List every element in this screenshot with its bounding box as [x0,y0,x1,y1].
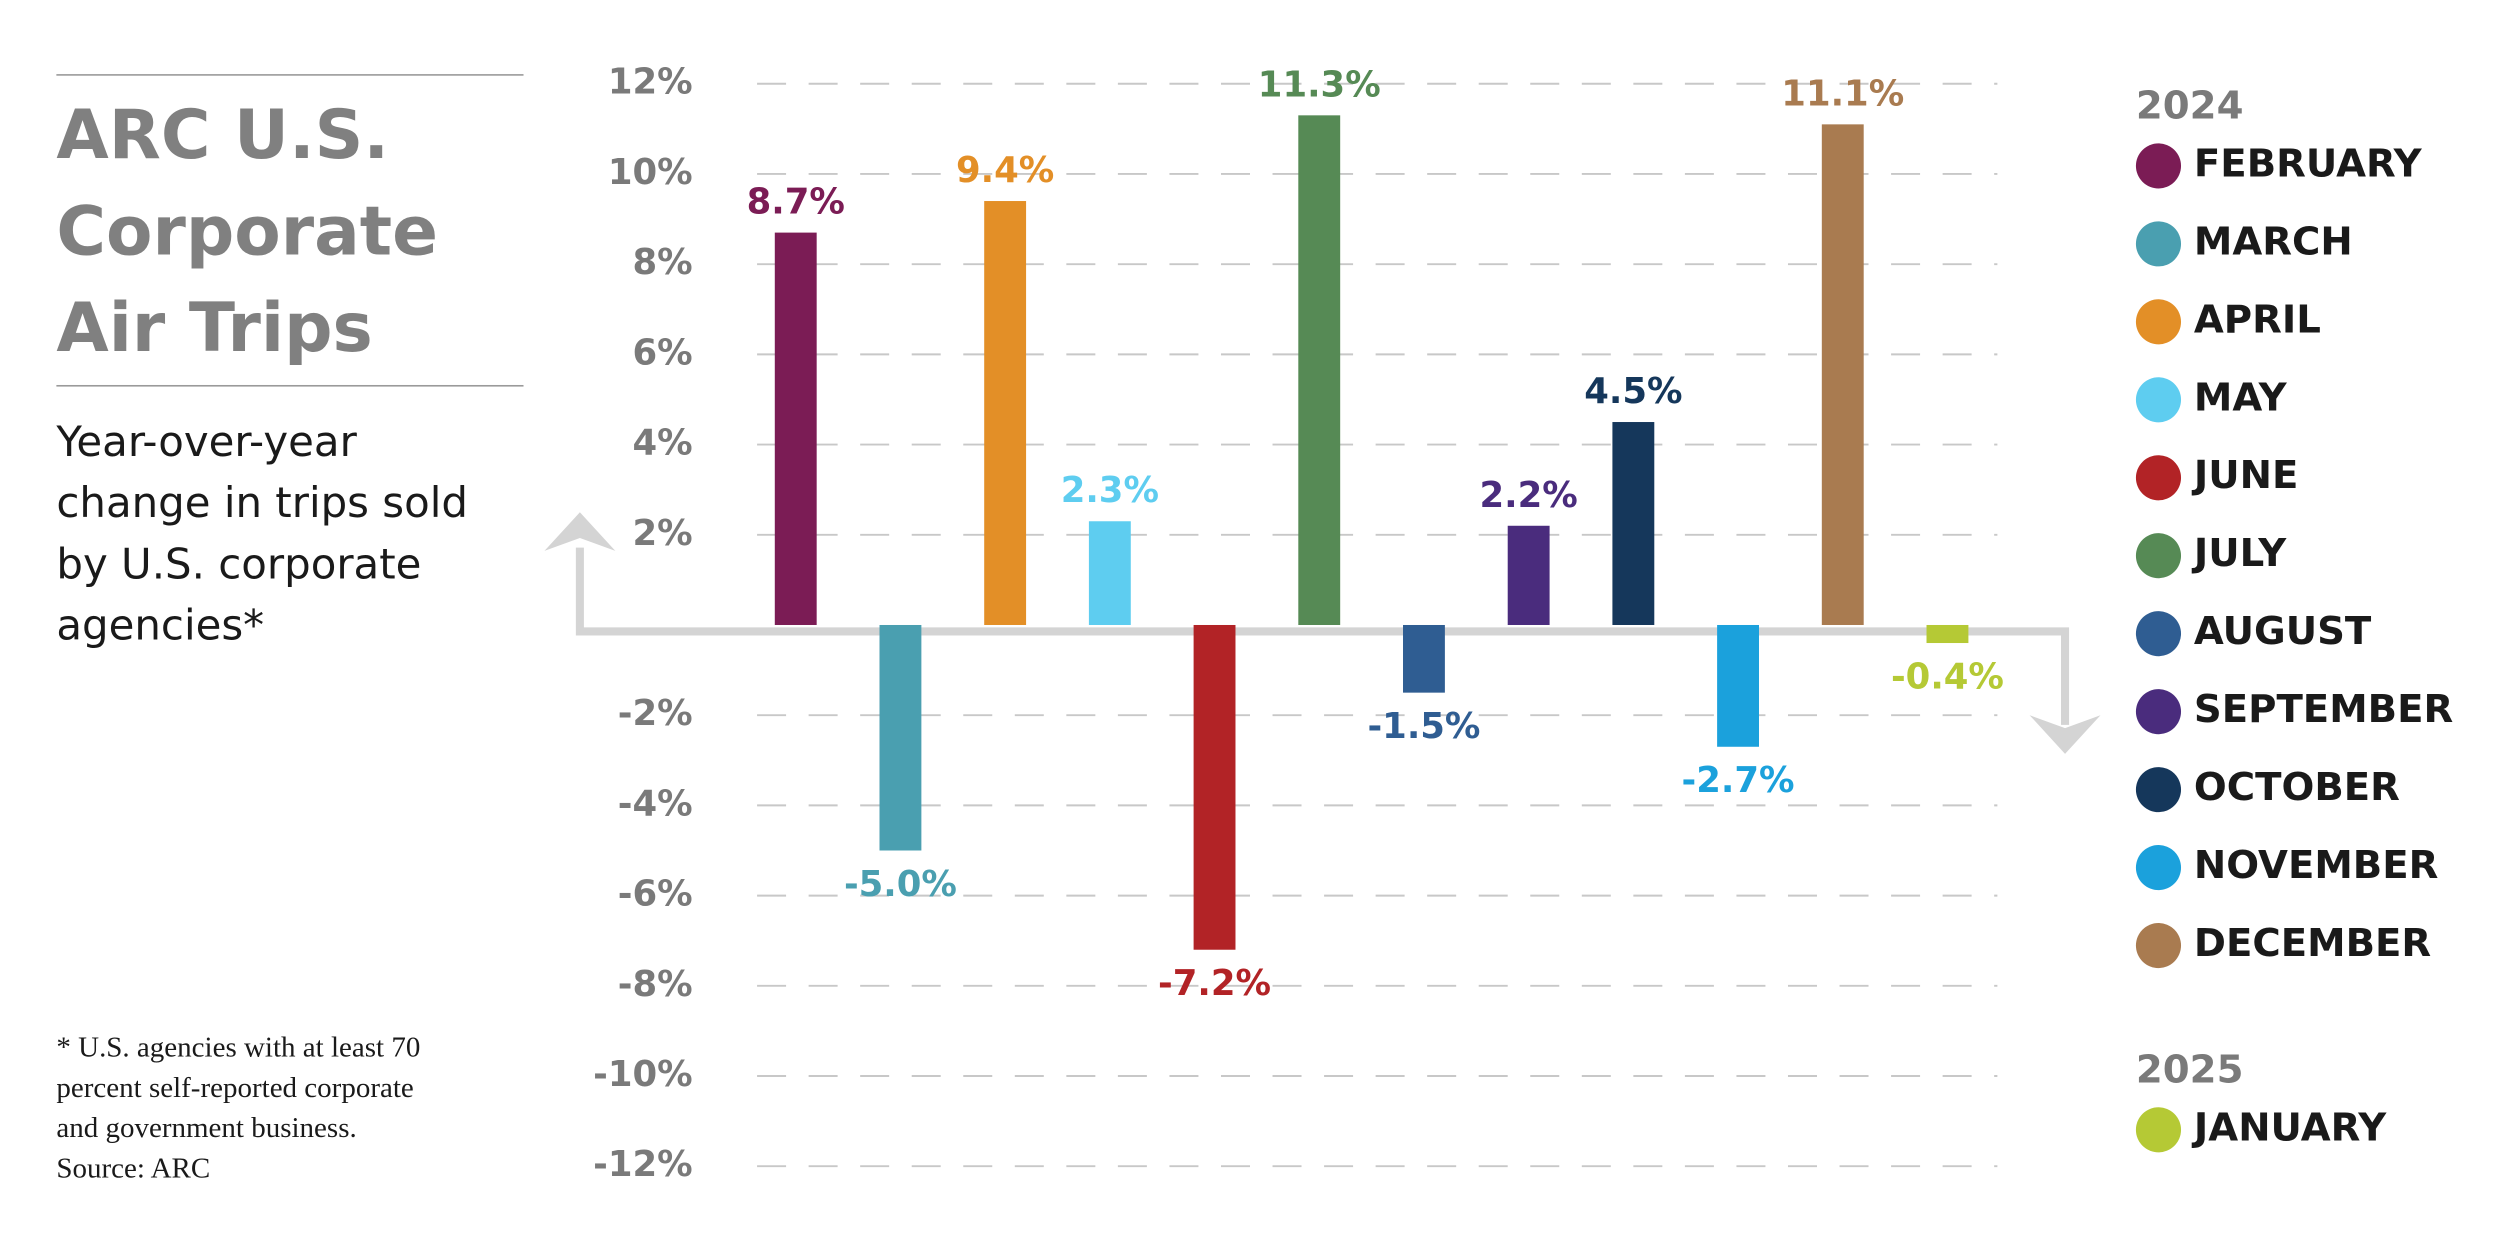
legend-label: SEPTEMBER [2194,687,2453,732]
bar [1507,525,1550,625]
chart-title: ARC U.S. Corporate Air Trips [56,95,439,368]
legend-label: MAY [2194,375,2288,420]
arrow-head [544,512,616,551]
value-label: 2.3% [1061,470,1159,511]
legend-swatch [2135,377,2182,423]
legend-label: OCTOBER [2194,765,2400,810]
chart-subtitle: Year-over-year change in trips sold by U… [56,418,468,651]
legend-label: JUNE [2191,453,2299,498]
y-tick-label: -10% [593,1054,693,1095]
legend-swatch [2135,299,2182,345]
legend-swatch [2135,689,2182,735]
bar [879,624,922,851]
legend-label: AUGUST [2194,609,2372,654]
rule [56,74,524,76]
legend-swatch [2135,533,2182,579]
value-label: -0.4% [1891,656,2004,697]
value-label: 8.7% [747,182,845,223]
bar [1717,624,1759,747]
legend-label: DECEMBER [2194,921,2431,966]
value-label: 4.5% [1584,371,1682,412]
legend-swatch [2135,455,2182,501]
y-tick-label: 4% [633,423,693,464]
legend-swatch [2135,143,2182,189]
legend-label: FEBRUARY [2194,141,2423,186]
rule [56,384,524,387]
y-tick-label: 6% [633,332,693,373]
value-label: 11.1% [1781,73,1904,114]
bar [774,232,817,625]
value-label: 9.4% [956,150,1054,191]
value-label: -5.0% [844,864,957,905]
legend-swatch [2135,221,2182,267]
legend-swatch [2135,611,2182,657]
value-label: -7.2% [1158,963,1271,1004]
axis-arrows [544,512,2101,754]
y-tick-label: -4% [618,783,693,824]
y-tick-label: 2% [633,513,693,554]
value-label: 2.2% [1480,475,1578,516]
value-label: -2.7% [1682,760,1795,801]
bar [1926,624,1969,644]
y-tick-label: -12% [593,1144,693,1185]
bar [1088,521,1131,625]
legend-heading: 2024 [2136,83,2244,128]
legend-label: JULY [2191,531,2287,576]
y-tick-label: -2% [618,693,693,734]
bar [984,201,1027,625]
y-tick-label: -6% [618,874,693,915]
bar [1193,624,1236,950]
bar [1821,124,1864,625]
legend-label: JANUARY [2191,1105,2387,1150]
value-label: -1.5% [1367,706,1480,747]
y-tick-label: -8% [618,964,693,1005]
bar [1403,624,1445,693]
legend-label: MARCH [2194,219,2353,264]
legend-heading: 2025 [2136,1047,2244,1092]
legend-swatch [2135,767,2182,813]
marks: 12% 10% 8% 6% 4% 2% -2% -4% -6% -8% -10% -12% 2024 8.… [593,62,2453,1185]
legend-label: NOVEMBER [2194,843,2439,888]
legend-swatch [2135,1107,2182,1153]
axis-line [575,547,2070,725]
footnote: * U.S. agencies with at least 70 percent… [56,1030,421,1184]
y-tick-label: 8% [633,242,693,283]
y-tick-label: 10% [608,152,693,193]
arrow-head [2029,715,2101,754]
value-label: 11.3% [1258,64,1381,105]
legend-label: APRIL [2194,297,2321,342]
legend-swatch [2135,922,2182,969]
legend-swatch [2135,845,2182,891]
bar [1298,115,1341,625]
y-tick-label: 12% [608,62,693,103]
bar [1612,422,1655,625]
